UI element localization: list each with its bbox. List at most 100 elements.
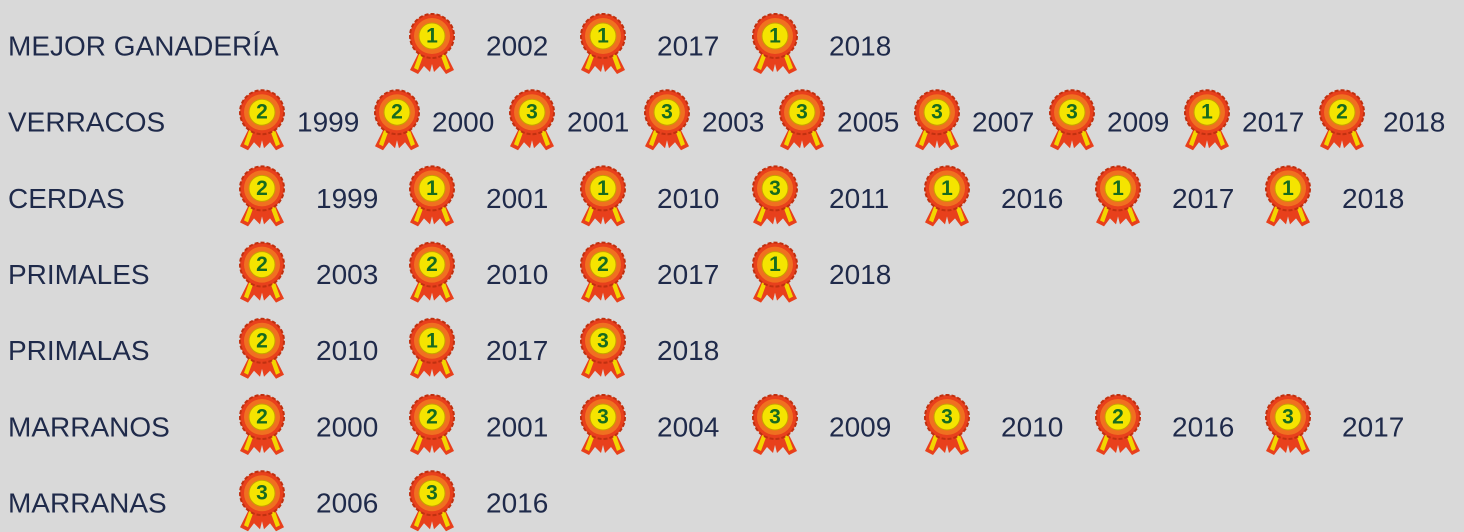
- place-number: 1: [769, 25, 781, 48]
- rosette: 3: [239, 470, 285, 532]
- rosette: 1: [1184, 89, 1230, 152]
- rosette: 2: [580, 241, 626, 304]
- place-number: 2: [256, 329, 268, 352]
- award-row: PRIMALES 2 2003 2 2010 2 2017 1 2018: [8, 241, 891, 304]
- rosette: 2: [239, 89, 285, 152]
- award-year: 2000: [432, 107, 494, 138]
- rosette: 3: [752, 394, 798, 456]
- award-row: CERDAS 2 1999 1 2001 1 2010 3 2011 1 2016 1 2017 1 201…: [8, 165, 1404, 228]
- award-year: 2018: [1342, 183, 1404, 214]
- rosette: 2: [409, 394, 455, 456]
- place-number: 2: [256, 177, 268, 200]
- award-year: 2005: [837, 107, 899, 138]
- award-year: 2016: [1001, 183, 1063, 214]
- place-number: 3: [256, 482, 268, 505]
- place-number: 2: [256, 101, 268, 124]
- place-number: 2: [391, 101, 403, 124]
- place-number: 1: [426, 25, 438, 48]
- award-year: 2003: [702, 107, 764, 138]
- rosette: 2: [1319, 89, 1365, 152]
- award-year: 2011: [829, 183, 889, 214]
- place-number: 3: [426, 482, 438, 505]
- rosette: 1: [409, 165, 455, 228]
- place-number: 3: [1282, 406, 1294, 429]
- rosette: 2: [239, 394, 285, 456]
- place-number: 2: [426, 406, 438, 429]
- place-number: 3: [1066, 101, 1078, 124]
- place-number: 3: [941, 406, 953, 429]
- award-year: 2017: [1172, 183, 1234, 214]
- row-label: MEJOR GANADERÍA: [8, 30, 279, 61]
- award-year: 2017: [1342, 411, 1404, 442]
- place-number: 3: [597, 329, 609, 352]
- rosette: 1: [409, 317, 455, 380]
- rosette: 1: [409, 13, 455, 75]
- place-number: 1: [1112, 177, 1124, 200]
- rosette: 2: [239, 241, 285, 304]
- award-year: 2006: [316, 488, 378, 519]
- rosette: 3: [752, 165, 798, 228]
- place-number: 1: [426, 329, 438, 352]
- award-year: 2018: [657, 335, 719, 366]
- rosette: 3: [914, 89, 960, 152]
- rosette: 3: [779, 89, 825, 152]
- row-label: MARRANAS: [8, 488, 167, 519]
- row-label: MARRANOS: [8, 411, 170, 442]
- rosette: 3: [580, 317, 626, 380]
- rosette: 2: [374, 89, 420, 152]
- award-year: 2010: [657, 183, 719, 214]
- rosette: 2: [1095, 394, 1141, 456]
- rosette: 3: [924, 394, 970, 456]
- award-row: VERRACOS 2 1999 2 2000 3 2001 3 2003 3 2005 3 2007 3 2…: [8, 89, 1445, 152]
- place-number: 2: [256, 253, 268, 276]
- place-number: 1: [597, 177, 609, 200]
- award-year: 2016: [1172, 411, 1234, 442]
- rosette: 1: [580, 165, 626, 228]
- place-number: 2: [1336, 101, 1348, 124]
- award-year: 1999: [297, 107, 359, 138]
- row-label: PRIMALAS: [8, 335, 150, 366]
- award-year: 2010: [1001, 411, 1063, 442]
- rosette: 3: [409, 470, 455, 532]
- award-year: 2000: [316, 411, 378, 442]
- rosette: 1: [924, 165, 970, 228]
- award-row: MEJOR GANADERÍA 1 2002 1 2017 1 2018: [8, 13, 891, 75]
- award-year: 2017: [486, 335, 548, 366]
- place-number: 2: [256, 406, 268, 429]
- award-year: 1999: [316, 183, 378, 214]
- place-number: 1: [769, 253, 781, 276]
- rosette: 3: [1049, 89, 1095, 152]
- rosette: 3: [509, 89, 555, 152]
- award-year: 2001: [486, 183, 548, 214]
- rosette: 2: [239, 317, 285, 380]
- award-year: 2009: [1107, 107, 1169, 138]
- place-number: 2: [597, 253, 609, 276]
- rows: MEJOR GANADERÍA 1 2002 1 2017 1 2018 VERRACOS 2 1…: [8, 13, 1445, 532]
- place-number: 1: [597, 25, 609, 48]
- place-number: 2: [1112, 406, 1124, 429]
- rosette: 3: [644, 89, 690, 152]
- row-label: PRIMALES: [8, 259, 150, 290]
- place-number: 3: [931, 101, 943, 124]
- rosette: 1: [752, 241, 798, 304]
- award-year: 2007: [972, 107, 1034, 138]
- row-label: CERDAS: [8, 183, 125, 214]
- award-year: 2017: [1242, 107, 1304, 138]
- rosette: 1: [1265, 165, 1311, 228]
- award-year: 2003: [316, 259, 378, 290]
- rosette: 1: [752, 13, 798, 75]
- award-year: 2018: [829, 259, 891, 290]
- award-year: 2018: [829, 30, 891, 61]
- rosette: 1: [580, 13, 626, 75]
- rosette: 2: [409, 241, 455, 304]
- place-number: 2: [426, 253, 438, 276]
- place-number: 3: [597, 406, 609, 429]
- award-year: 2018: [1383, 107, 1445, 138]
- award-year: 2010: [316, 335, 378, 366]
- award-year: 2017: [657, 259, 719, 290]
- award-row: MARRANOS 2 2000 2 2001 3 2004 3 2009 3 2010 2 2016 3 2…: [8, 394, 1404, 456]
- place-number: 1: [1282, 177, 1294, 200]
- award-year: 2009: [829, 411, 891, 442]
